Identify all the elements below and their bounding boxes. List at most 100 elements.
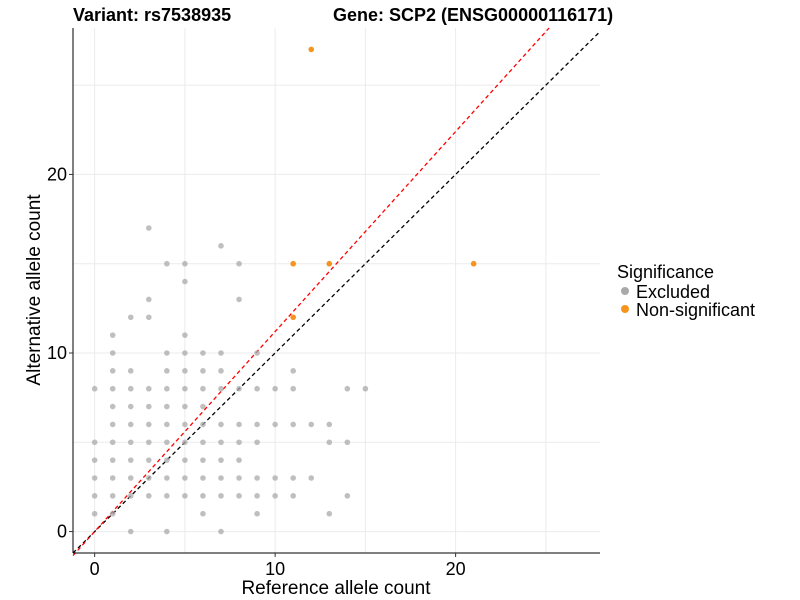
legend-excluded-label: Excluded [636,282,710,302]
point-excluded [218,350,224,356]
y-tick-label: 20 [47,164,67,184]
point-excluded [127,385,134,392]
point-excluded [236,493,242,499]
point-excluded [127,457,134,463]
point-excluded [326,510,333,517]
point-excluded [91,385,98,392]
point-excluded [109,439,116,446]
point-excluded [164,368,170,374]
point-excluded [127,421,134,428]
legend-nonsignificant-label: Non-significant [636,300,755,320]
point-excluded [146,296,152,303]
point-excluded [272,475,278,481]
point-excluded [164,457,170,463]
point-excluded [182,493,188,499]
point-excluded [254,385,260,392]
point-excluded [109,457,116,463]
x-tick-label: 20 [446,559,466,579]
point-excluded [344,493,351,499]
axes: 0 10 20 0 10 20 [47,28,600,579]
point-non-significant [308,46,315,53]
point-excluded [218,457,224,463]
point-excluded [200,385,206,392]
x-axis-label: Reference allele count [241,578,431,599]
point-excluded [127,439,134,446]
point-excluded [218,475,224,481]
point-excluded [182,385,188,392]
point-excluded [91,510,98,517]
point-excluded [127,368,134,374]
point-excluded [290,385,296,392]
point-excluded [272,493,278,499]
point-excluded [146,385,152,392]
point-excluded [326,421,333,428]
point-excluded [200,510,206,517]
chart-title-left: Variant: rs7538935 [73,5,231,25]
point-excluded [254,439,260,446]
point-excluded [200,421,206,428]
point-excluded [290,368,296,374]
point-excluded [182,278,188,285]
point-excluded [109,350,116,356]
point-excluded [109,510,116,517]
point-excluded [200,403,206,410]
point-excluded [146,439,152,446]
point-excluded [200,350,206,356]
point-excluded [127,528,134,535]
point-excluded [164,439,170,446]
data-points [91,46,477,535]
point-excluded [91,439,98,446]
point-excluded [254,421,260,428]
point-excluded [164,260,170,267]
point-non-significant [470,260,477,267]
grid-lines [73,28,600,553]
point-excluded [362,385,369,392]
point-excluded [91,457,98,463]
point-excluded [164,528,170,535]
point-excluded [326,439,333,446]
legend-nonsignificant-swatch [621,305,629,313]
legend-excluded-swatch [621,287,629,295]
point-excluded [344,385,351,392]
point-excluded [182,439,188,446]
point-excluded [218,421,224,428]
point-excluded [182,475,188,481]
x-tick-label: 10 [265,559,285,579]
point-excluded [164,475,170,481]
point-excluded [164,493,170,499]
point-excluded [344,439,351,446]
point-excluded [109,332,116,338]
point-excluded [127,493,134,499]
black-reference-line [72,31,601,554]
point-excluded [272,421,278,428]
point-excluded [218,243,224,249]
point-excluded [236,439,242,446]
point-excluded [200,493,206,499]
point-excluded [146,314,152,321]
point-excluded [146,475,152,481]
legend: Significance Excluded Non-significant [617,262,755,320]
point-excluded [182,260,188,267]
point-excluded [290,493,296,499]
chart-title-right: Gene: SCP2 (ENSG00000116171) [333,5,613,25]
point-non-significant [326,260,333,267]
point-excluded [200,475,206,481]
point-excluded [200,457,206,463]
point-non-significant [290,260,296,267]
point-excluded [218,528,224,535]
point-excluded [290,475,296,481]
point-excluded [127,314,134,321]
point-excluded [109,493,116,499]
y-tick-label: 0 [57,522,67,542]
point-excluded [146,421,152,428]
point-excluded [308,421,315,428]
point-excluded [254,350,260,356]
point-excluded [182,457,188,463]
point-excluded [146,225,152,231]
point-excluded [182,350,188,356]
point-excluded [218,493,224,499]
point-excluded [109,403,116,410]
point-excluded [91,493,98,499]
point-excluded [109,421,116,428]
